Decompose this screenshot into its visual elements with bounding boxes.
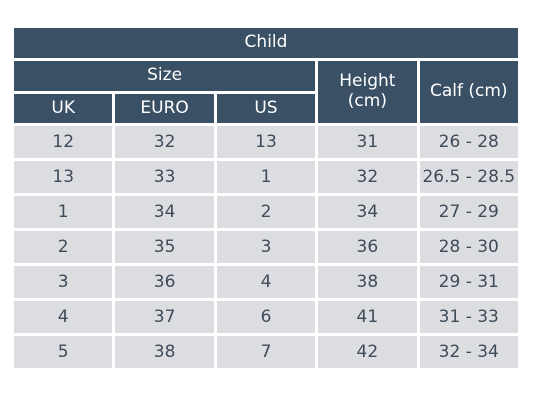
- us-cell: 13: [216, 126, 316, 158]
- uk-cell: 13: [14, 161, 113, 193]
- calf-cell: 31 - 33: [419, 301, 518, 333]
- euro-cell: 35: [115, 231, 214, 263]
- uk-column-header: UK: [14, 94, 113, 123]
- table-row: 12 32 13 31 26 - 28: [14, 126, 518, 158]
- euro-cell: 36: [115, 266, 214, 298]
- table-title: Child: [14, 28, 518, 58]
- height-cell: 32: [318, 161, 417, 193]
- height-cell: 36: [318, 231, 417, 263]
- us-cell: 4: [216, 266, 316, 298]
- euro-cell: 37: [115, 301, 214, 333]
- size-group-header: Size: [14, 61, 316, 91]
- us-cell: 6: [216, 301, 316, 333]
- calf-cell: 26 - 28: [419, 126, 518, 158]
- uk-cell: 3: [14, 266, 113, 298]
- calf-column-header: Calf (cm): [419, 61, 518, 123]
- uk-cell: 1: [14, 196, 113, 228]
- table-group-header-row: Size Height (cm) Calf (cm): [14, 61, 518, 123]
- uk-cell: 2: [14, 231, 113, 263]
- height-header-line2: (cm): [347, 91, 387, 111]
- child-size-table: Child Size Height (cm) Calf (cm) UK EURO…: [11, 25, 521, 371]
- height-cell: 31: [318, 126, 417, 158]
- calf-cell: 26.5 - 28.5: [419, 161, 518, 193]
- calf-cell: 32 - 34: [419, 336, 518, 368]
- euro-cell: 38: [115, 336, 214, 368]
- uk-cell: 4: [14, 301, 113, 333]
- calf-cell: 29 - 31: [419, 266, 518, 298]
- us-column-header: US: [216, 94, 316, 123]
- calf-cell: 28 - 30: [419, 231, 518, 263]
- table-row: 3 36 4 38 29 - 31: [14, 266, 518, 298]
- height-column-header: Height (cm): [318, 61, 417, 123]
- height-cell: 34: [318, 196, 417, 228]
- table-row: 4 37 6 41 31 - 33: [14, 301, 518, 333]
- us-cell: 3: [216, 231, 316, 263]
- table-row: 5 38 7 42 32 - 34: [14, 336, 518, 368]
- euro-cell: 32: [115, 126, 214, 158]
- us-cell: 7: [216, 336, 316, 368]
- calf-cell: 27 - 29: [419, 196, 518, 228]
- table-subheader-row: UK EURO US: [14, 94, 518, 123]
- us-cell: 2: [216, 196, 316, 228]
- table-title-row: Child: [14, 28, 518, 58]
- euro-column-header: EURO: [115, 94, 214, 123]
- height-header-line1: Height: [339, 71, 396, 92]
- uk-cell: 12: [14, 126, 113, 158]
- euro-cell: 33: [115, 161, 214, 193]
- table-row: 1 34 2 34 27 - 29: [14, 196, 518, 228]
- us-cell: 1: [216, 161, 316, 193]
- height-cell: 42: [318, 336, 417, 368]
- uk-cell: 5: [14, 336, 113, 368]
- height-cell: 41: [318, 301, 417, 333]
- euro-cell: 34: [115, 196, 214, 228]
- table-row: 2 35 3 36 28 - 30: [14, 231, 518, 263]
- table-row: 13 33 1 32 26.5 - 28.5: [14, 161, 518, 193]
- height-cell: 38: [318, 266, 417, 298]
